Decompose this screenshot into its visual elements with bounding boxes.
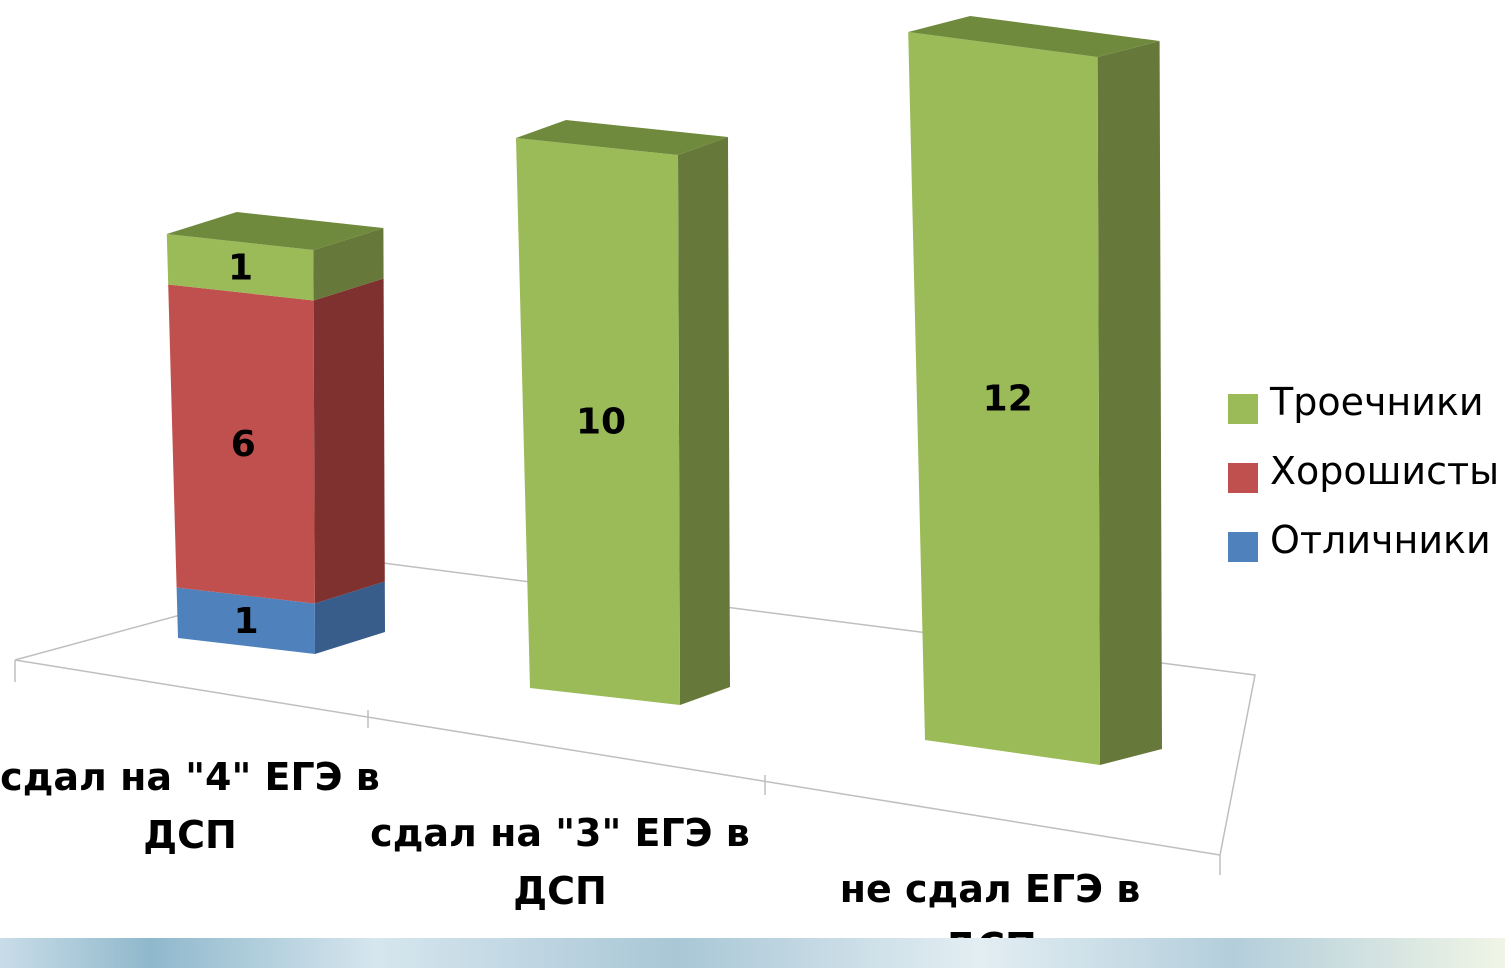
bar-side-cat2-troechniki	[678, 137, 730, 705]
category-label-3-line-1: не сдал ЕГЭ в	[839, 867, 1141, 911]
bar-top-cat1-troechniki	[166, 212, 384, 250]
legend-label-khoroshisty: Хорошисты	[1270, 449, 1500, 493]
bar-top-cat3-troechniki	[908, 16, 1160, 57]
category-label-1-line-1: сдал на "4" ЕГЭ в	[0, 755, 380, 799]
legend-swatch-troechniki	[1228, 394, 1258, 424]
bar-segment-cat3-troechniki	[908, 16, 1162, 765]
data-label-cat3-troechniki: 12	[983, 379, 1033, 420]
bar-top-cat2-troechniki	[516, 120, 728, 155]
bar-segment-cat1-troechniki	[166, 212, 384, 301]
slide-bottom-band	[0, 938, 1505, 968]
bar-side-cat1-troechniki	[313, 228, 384, 301]
bar-side-cat1-khoroshisty	[313, 278, 385, 604]
legend-swatch-otlichniki	[1228, 532, 1258, 562]
bar-segment-cat2-troechniki	[516, 120, 730, 705]
bar-segment-cat1-otlichniki	[176, 581, 385, 654]
legend-label-troechniki: Троечники	[1270, 380, 1484, 424]
legend-label-otlichniki: Отличники	[1270, 518, 1491, 562]
category-label-2-line-1: сдал на "3" ЕГЭ в	[370, 811, 750, 855]
category-label-2: сдал на "3" ЕГЭ в ДСП	[360, 804, 760, 920]
bars-group	[166, 16, 1162, 765]
data-label-cat1-otlichniki: 1	[234, 601, 259, 642]
bar-front-cat3-troechniki	[908, 32, 1100, 765]
data-label-cat1-troechniki: 1	[228, 247, 253, 288]
category-label-1-line-2: ДСП	[143, 813, 237, 857]
category-label-2-line-2: ДСП	[513, 869, 607, 913]
bar-side-cat3-troechniki	[1097, 41, 1162, 765]
category-label-1: сдал на "4" ЕГЭ в ДСП	[0, 748, 380, 864]
bar-side-cat1-otlichniki	[314, 581, 385, 654]
legend-swatch-khoroshisty	[1228, 463, 1258, 493]
bar-front-cat2-troechniki	[516, 138, 680, 705]
bar-segment-cat1-khoroshisty	[168, 278, 385, 604]
bar-front-cat1-otlichniki	[176, 587, 315, 654]
bar-front-cat1-khoroshisty	[168, 284, 315, 604]
data-label-cat2-troechniki: 10	[576, 402, 626, 443]
data-label-cat1-khoroshisty: 6	[231, 424, 256, 465]
bar-front-cat1-troechniki	[166, 234, 314, 301]
data-labels-group: 1 6 1 10 12	[228, 247, 1033, 642]
